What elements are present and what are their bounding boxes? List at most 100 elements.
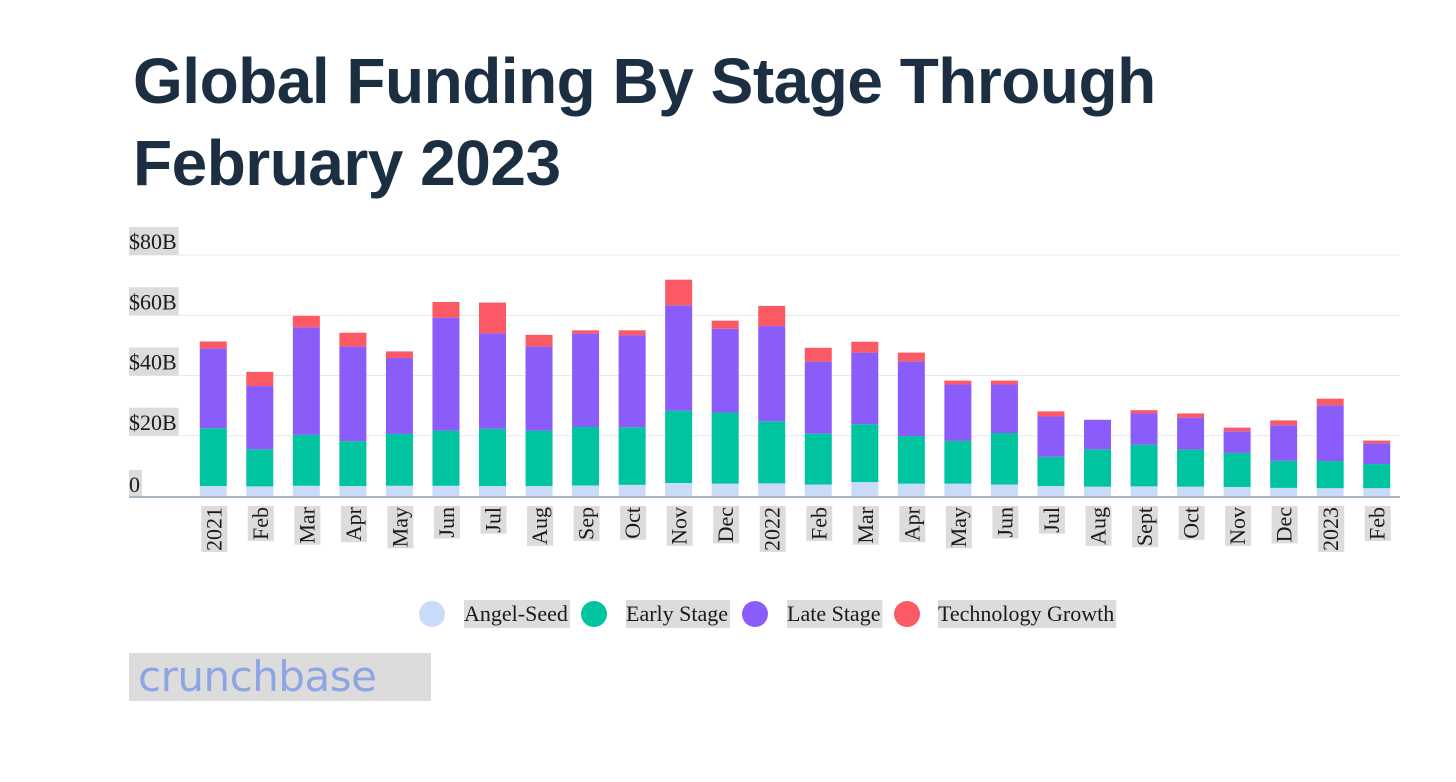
bar-segment-late-stage <box>1177 417 1205 450</box>
bar-segment-early-stage <box>479 428 506 487</box>
bar-segment-technology-growth <box>665 279 693 306</box>
bar-segment-technology-growth <box>525 334 553 347</box>
bar-segment-angel-seed <box>572 485 600 496</box>
bar-segment-early-stage <box>1363 464 1391 489</box>
bar-segment-early-stage <box>804 433 832 485</box>
x-tick-label-bg <box>806 506 833 541</box>
bar-segment-late-stage <box>339 346 367 442</box>
x-tick-label-bg <box>713 506 740 544</box>
bar-segment-early-stage <box>990 433 1018 485</box>
bar-segment-early-stage <box>572 427 600 486</box>
bar-segment-late-stage <box>432 317 460 431</box>
bar-segment-early-stage <box>525 430 553 487</box>
bar-segment-late-stage <box>246 386 274 450</box>
bar-segment-early-stage <box>246 449 274 487</box>
x-tick-label: Nov <box>1225 507 1250 545</box>
x-tick-label-group: Apr <box>340 506 367 543</box>
x-tick-label: 2023 <box>1318 507 1343 551</box>
x-tick-label: Jun <box>992 507 1017 538</box>
x-tick-label-bg <box>1132 506 1159 548</box>
x-tick-label: Sept <box>1132 507 1157 546</box>
bar-segment-early-stage <box>944 440 972 484</box>
bar-segment-technology-growth <box>990 380 1018 385</box>
x-tick-label-group: Feb <box>1364 506 1391 541</box>
bar-segment-technology-growth <box>758 305 786 327</box>
bar-segment-late-stage <box>851 352 879 425</box>
x-tick-label-bg <box>1318 506 1345 552</box>
bar-segment-technology-growth <box>1270 420 1298 426</box>
legend-label-bg <box>464 600 570 628</box>
bar-segment-early-stage <box>618 427 646 485</box>
legend-label-bg <box>938 600 1117 628</box>
legend-marker-late-stage <box>742 601 768 627</box>
bar-segment-late-stage <box>525 346 553 431</box>
bar-segment-angel-seed <box>385 485 413 496</box>
bar-segment-early-stage <box>1270 460 1298 488</box>
x-tick-label: Apr <box>899 506 924 541</box>
x-tick-label-group: Dec <box>713 506 740 544</box>
bar-segment-late-stage <box>1037 416 1065 457</box>
bar-segment-early-stage <box>1037 456 1065 487</box>
axes: 0 $20B $40B $60B $80B 2021 Feb Mar Apr May Jun Jul A… <box>129 227 1400 552</box>
chart-title-line-1: Global Funding By Stage Through <box>133 45 1156 117</box>
bar-segment-technology-growth <box>1177 413 1205 418</box>
bar-segment-technology-growth <box>572 330 600 334</box>
bar-segment-angel-seed <box>1177 486 1205 496</box>
bar-segment-angel-seed <box>1223 486 1251 496</box>
bar-segment-angel-seed <box>199 486 227 496</box>
bar-segment-technology-growth <box>804 347 832 362</box>
x-tick-label-group: Jun <box>433 506 460 539</box>
y-tick-label-bg <box>129 287 179 316</box>
x-tick-label-bg <box>527 506 554 546</box>
bar-segment-late-stage <box>199 348 227 429</box>
x-tick-label-bg <box>1085 506 1112 546</box>
bar-segment-late-stage <box>1130 413 1158 445</box>
x-tick-label-bg <box>1178 506 1205 540</box>
bar-segment-angel-seed <box>851 482 879 496</box>
x-tick-label-group: Oct <box>620 506 647 540</box>
bar-segment-late-stage <box>1270 425 1298 461</box>
x-tick-label-group: Sept <box>1132 506 1159 548</box>
bar-segment-late-stage <box>804 361 832 434</box>
y-tick-label-bg <box>129 227 179 255</box>
x-tick-label: 2022 <box>760 507 785 551</box>
bar-segment-angel-seed <box>1270 487 1298 496</box>
x-tick-label-bg <box>1038 506 1065 534</box>
bar-segment-late-stage <box>1316 405 1344 462</box>
bar-segment-technology-growth <box>1363 440 1391 444</box>
x-tick-label-group: May <box>945 506 972 549</box>
y-tick-label-bg <box>129 470 142 498</box>
x-tick-label-bg <box>294 506 321 545</box>
x-tick-label: Feb <box>806 507 831 540</box>
x-tick-label-bg <box>1271 506 1298 544</box>
crunchbase-logo: crunchbase <box>129 653 431 701</box>
bar-segment-technology-growth <box>618 330 646 336</box>
bar-segment-late-stage <box>385 358 413 434</box>
x-tick-label-bg <box>620 506 647 540</box>
x-tick-label: May <box>946 507 971 547</box>
x-tick-label: May <box>387 507 412 547</box>
x-tick-label-bg <box>387 506 414 549</box>
bar-segment-angel-seed <box>1130 486 1158 496</box>
bar-segment-early-stage <box>1177 449 1205 487</box>
x-tick-label-group: Nov <box>1225 506 1252 546</box>
bar-segment-technology-growth <box>1316 398 1344 406</box>
x-tick-label: Dec <box>1272 507 1297 543</box>
bar-segment-late-stage <box>479 333 506 429</box>
x-tick-label-bg <box>573 506 600 541</box>
bar-segment-technology-growth <box>851 341 879 353</box>
bar-segment-late-stage <box>1363 443 1391 465</box>
bars <box>199 279 1391 496</box>
bar-segment-late-stage <box>618 335 646 428</box>
x-tick-label: Feb <box>1365 507 1390 540</box>
x-tick-label-group: Mar <box>852 506 879 545</box>
x-tick-label-bg <box>992 506 1019 539</box>
bar-segment-early-stage <box>1084 449 1111 487</box>
y-tick-label: $20B <box>129 410 177 435</box>
legend-label: Late Stage <box>787 601 880 626</box>
x-tick-label: Apr <box>341 506 366 541</box>
bar-segment-late-stage <box>897 361 925 437</box>
x-tick-label-bg <box>666 506 693 546</box>
x-tick-label-bg <box>1225 506 1252 546</box>
x-tick-label-group: 2021 <box>201 506 228 552</box>
